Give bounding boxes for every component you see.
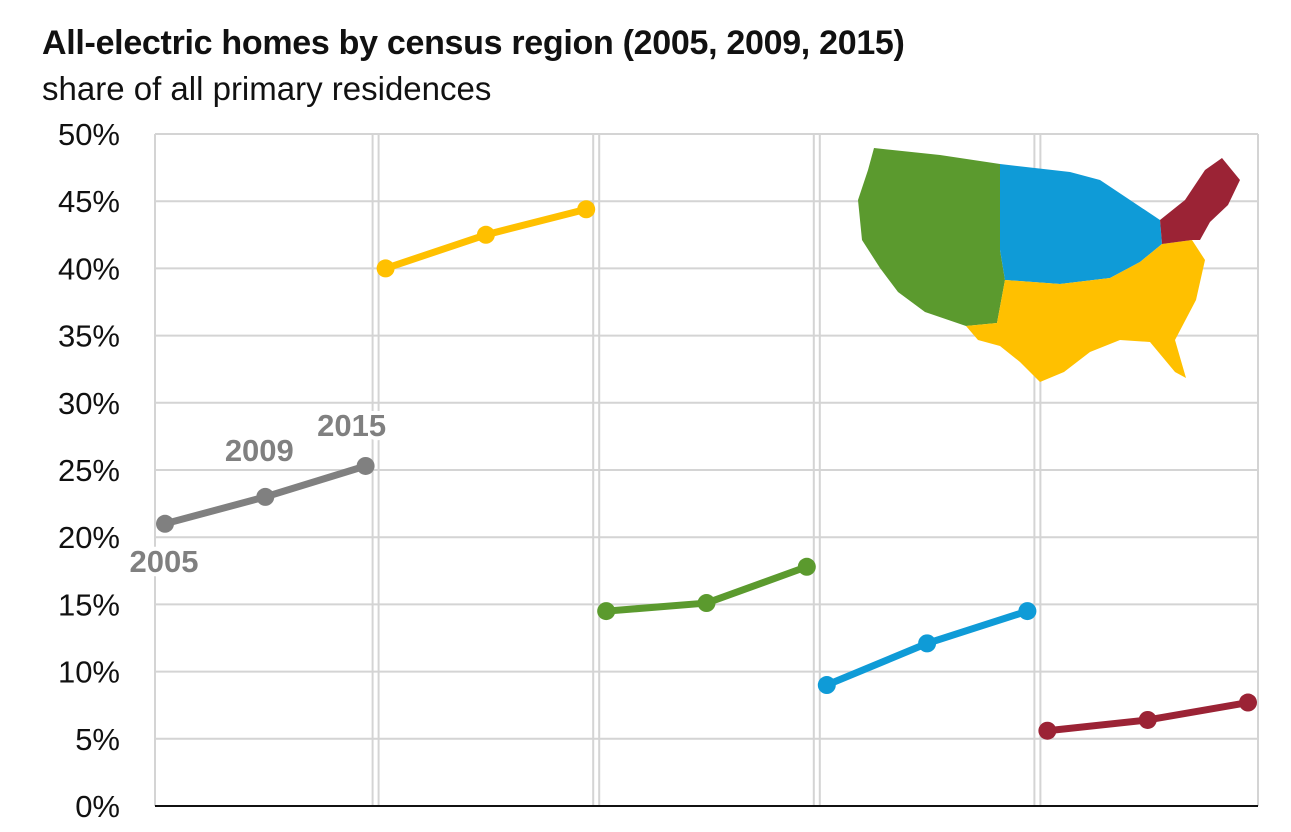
y-tick-label: 0% xyxy=(75,789,120,824)
data-point xyxy=(597,602,616,621)
data-marks xyxy=(156,200,1257,740)
data-point xyxy=(697,594,716,613)
map-region-west xyxy=(858,148,1005,326)
chart-subtitle: share of all primary residences xyxy=(42,70,492,107)
data-point xyxy=(1138,710,1157,729)
data-point xyxy=(156,514,174,533)
us-census-region-map xyxy=(858,148,1240,382)
y-axis: 0% 5% 10% 15% 20% 25% 30% 35% 40% 45% 50% xyxy=(58,117,120,824)
y-tick-label: 30% xyxy=(58,386,120,421)
data-point xyxy=(918,634,937,653)
map-region-south xyxy=(966,240,1205,382)
y-tick-label: 50% xyxy=(58,117,120,152)
year-label: 2009 xyxy=(225,433,294,468)
y-tick-label: 25% xyxy=(58,453,120,488)
data-point xyxy=(356,456,375,475)
year-label: 2015 xyxy=(317,408,386,443)
map-region-midwest xyxy=(1000,164,1162,284)
data-point xyxy=(256,487,275,506)
y-tick-label: 40% xyxy=(58,251,120,286)
y-tick-label: 35% xyxy=(58,319,120,354)
data-point xyxy=(376,259,395,278)
y-tick-label: 5% xyxy=(75,722,120,757)
year-label-halo: 2009 xyxy=(225,433,294,468)
y-tick-label: 20% xyxy=(58,520,120,555)
year-label: 2005 xyxy=(130,544,199,579)
data-point xyxy=(817,676,836,695)
data-point xyxy=(797,557,816,576)
data-point xyxy=(1239,693,1257,712)
data-point xyxy=(577,200,596,219)
data-point xyxy=(476,225,495,244)
chart-title: All-electric homes by census region (200… xyxy=(42,24,905,62)
y-tick-label: 45% xyxy=(58,184,120,219)
year-label-halo: 2005 xyxy=(130,544,199,579)
data-point xyxy=(1038,721,1057,740)
y-tick-label: 15% xyxy=(58,587,120,622)
map-region-northeast xyxy=(1160,158,1240,244)
data-point xyxy=(1018,602,1037,621)
year-label-halo: 2015 xyxy=(317,408,386,443)
y-tick-label: 10% xyxy=(58,655,120,690)
